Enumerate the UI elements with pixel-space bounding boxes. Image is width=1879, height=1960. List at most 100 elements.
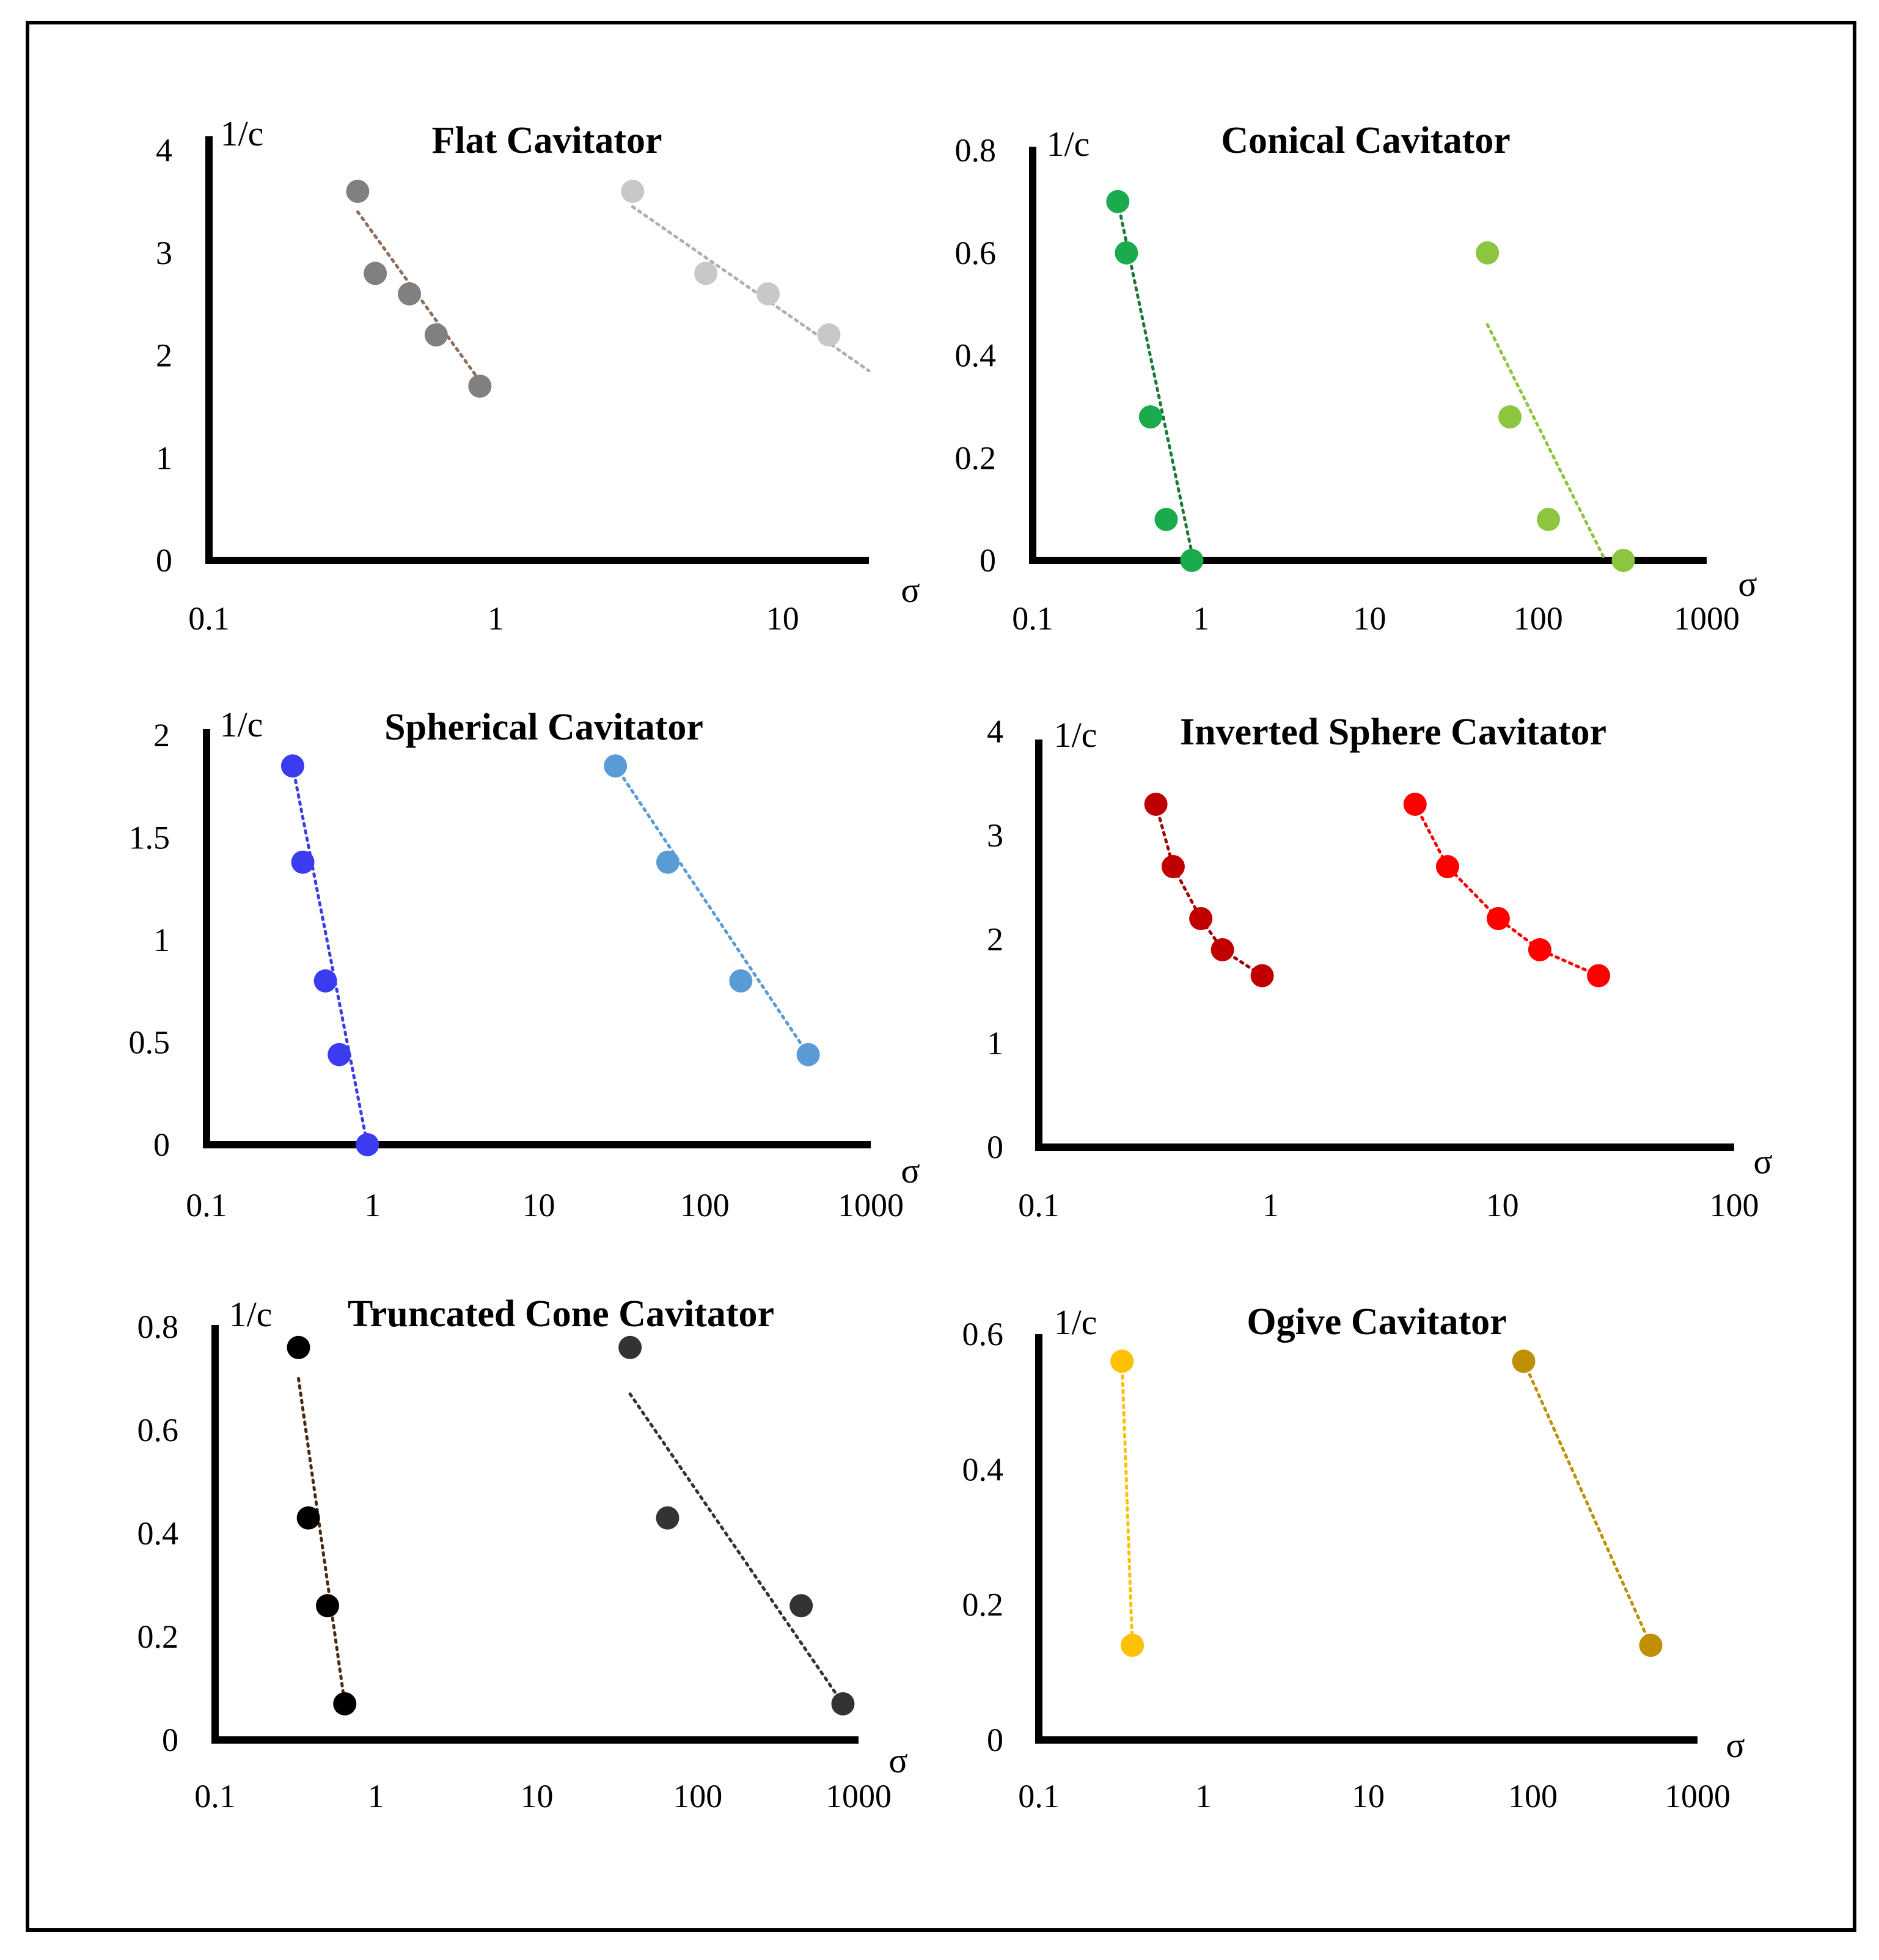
x-tick-label: 1000 — [826, 1778, 892, 1815]
y-tick-label: 0 — [162, 1722, 178, 1758]
chart-panel-5: Truncated Cone Cavitator 1/c σ 0.1 1 10 100 100… — [137, 1293, 908, 1815]
data-point — [468, 374, 492, 398]
data-point — [1476, 241, 1500, 265]
y-tick-label: 0.2 — [962, 1587, 1004, 1623]
data-point — [1161, 855, 1185, 878]
x-tick-label: 1 — [368, 1778, 384, 1815]
trendline — [297, 1377, 346, 1706]
y-tick-label: 1 — [156, 439, 172, 476]
y-tick-label: 0.6 — [955, 235, 997, 271]
series-2 — [1403, 793, 1611, 988]
data-point — [1121, 1634, 1145, 1657]
x-tick-label: 0.1 — [186, 1187, 227, 1224]
data-point — [1250, 964, 1274, 988]
data-point — [729, 969, 753, 993]
data-point — [604, 754, 628, 778]
x-tick-label: 10 — [522, 1187, 555, 1224]
x-axis-label: σ — [1726, 1725, 1745, 1765]
trendline — [1413, 802, 1600, 977]
y-tick-label: 3 — [987, 817, 1003, 854]
x-axis-label: σ — [901, 1151, 920, 1191]
data-point — [1115, 241, 1138, 265]
chart-title: Truncated Cone Cavitator — [348, 1293, 774, 1335]
y-tick-label: 0.8 — [955, 132, 997, 169]
x-tick-label: 1000 — [1674, 600, 1740, 637]
data-point — [1144, 793, 1168, 816]
y-tick-label: 0.2 — [137, 1618, 179, 1655]
data-point — [656, 850, 679, 874]
series-1 — [1106, 189, 1204, 572]
data-point — [346, 180, 370, 204]
data-point — [1180, 549, 1204, 572]
data-point — [621, 180, 645, 204]
x-tick-label: 1 — [488, 600, 504, 637]
x-tick-label: 100 — [673, 1778, 722, 1815]
x-tick-label: 10 — [1353, 600, 1386, 637]
y-tick-label: 2 — [153, 717, 170, 754]
x-axis-label: σ — [888, 1741, 907, 1780]
data-point — [656, 1506, 679, 1530]
y-tick-label: 0 — [987, 1722, 1003, 1758]
series-2 — [621, 180, 871, 373]
chart-title: Ogive Cavitator — [1247, 1301, 1506, 1343]
x-tick-label: 1000 — [838, 1187, 904, 1224]
y-tick-label: 0.8 — [137, 1309, 179, 1345]
chart-panel-4: Inverted Sphere Cavitator 1/c σ 0.1 1 10 100 0 1… — [987, 711, 1773, 1224]
chart-panel-2: Conical Cavitator 1/c σ 0.1 1 10 100 1000 0 0.2 0.… — [955, 120, 1757, 637]
y-tick-label: 0.6 — [962, 1316, 1004, 1353]
chart-panel-3: Spherical Cavitator 1/c σ 0.1 1 10 100 1000 0 0.5… — [129, 705, 920, 1224]
y-axis-label: 1/c — [229, 1294, 273, 1334]
y-tick-label: 0.4 — [137, 1515, 179, 1552]
series-1 — [287, 1335, 357, 1716]
x-tick-label: 0.1 — [188, 600, 230, 637]
chart-title: Spherical Cavitator — [384, 707, 703, 748]
series-1 — [346, 180, 492, 398]
data-point — [756, 282, 780, 306]
chart-panel-1: Flat Cavitator 1/c σ 0.1 1 10 0 1 2 3 4 — [156, 114, 920, 637]
data-point — [287, 1335, 310, 1359]
data-point — [1435, 855, 1459, 878]
x-tick-label: 10 — [1352, 1778, 1385, 1815]
y-tick-label: 1 — [153, 922, 170, 958]
data-point — [1512, 1349, 1536, 1373]
x-axis-label: σ — [1753, 1142, 1772, 1181]
y-axis-label: 1/c — [1047, 124, 1090, 164]
data-point — [1154, 507, 1178, 531]
data-point — [296, 1506, 320, 1530]
x-tick-label: 100 — [1508, 1778, 1558, 1815]
y-axis-label: 1/c — [1054, 1302, 1097, 1342]
figure-frame — [26, 21, 1856, 1932]
x-axis-label: σ — [901, 570, 920, 610]
data-point — [817, 323, 841, 347]
chart-title: Conical Cavitator — [1221, 120, 1511, 161]
x-tick-label: 10 — [521, 1778, 554, 1815]
x-tick-label: 10 — [766, 600, 799, 637]
x-tick-label: 1 — [364, 1187, 381, 1224]
series-2 — [618, 1335, 855, 1716]
y-axis-label: 1/c — [1054, 715, 1097, 755]
series-2 — [1476, 241, 1635, 572]
y-tick-label: 0 — [153, 1126, 170, 1163]
trendline — [1154, 802, 1264, 977]
data-point — [1110, 1349, 1134, 1373]
trendline — [1485, 323, 1607, 562]
data-point — [291, 850, 315, 874]
data-point — [1611, 549, 1635, 572]
trendline — [1522, 1359, 1652, 1647]
y-tick-label: 4 — [987, 713, 1003, 750]
data-point — [618, 1335, 642, 1359]
y-tick-label: 3 — [156, 235, 172, 271]
series-1 — [280, 754, 379, 1156]
data-point — [328, 1043, 351, 1066]
data-point — [333, 1692, 357, 1716]
y-tick-label: 1 — [987, 1025, 1003, 1062]
x-tick-label: 1000 — [1665, 1778, 1731, 1815]
data-point — [424, 323, 448, 347]
y-tick-label: 0.4 — [962, 1451, 1004, 1488]
data-point — [831, 1692, 855, 1716]
x-tick-label: 0.1 — [1018, 1187, 1060, 1224]
x-axis-label: σ — [1738, 564, 1757, 604]
x-tick-label: 100 — [1710, 1187, 1759, 1224]
series-1 — [1110, 1349, 1145, 1657]
chart-panel-6: Ogive Cavitator 1/c σ 0.1 1 10 100 1000 0 0.2 0.4 0… — [962, 1301, 1745, 1815]
